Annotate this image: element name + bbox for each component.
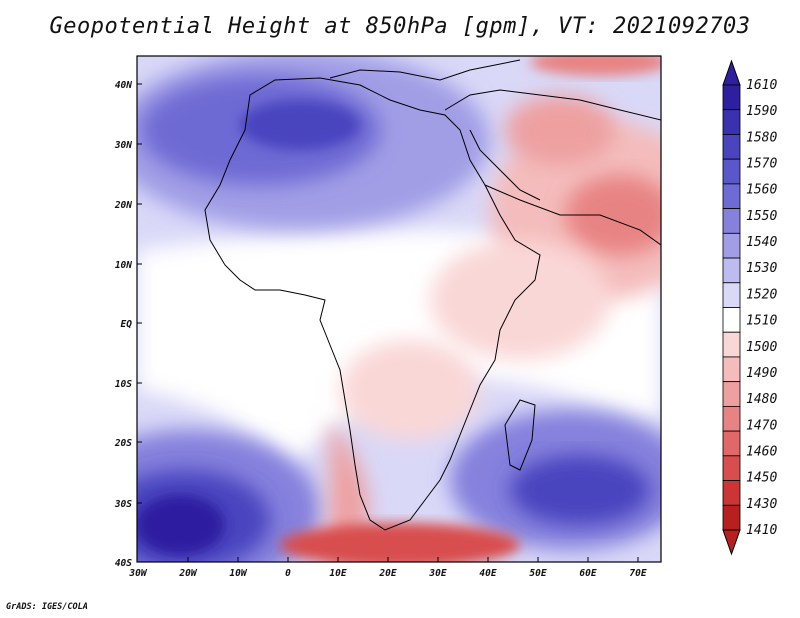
colorbar-label: 1530 <box>746 261 777 276</box>
colorbar-label: 1520 <box>746 287 777 302</box>
colorbar-swatch <box>722 109 741 135</box>
colorbar-label: 1590 <box>746 104 777 119</box>
colorbar-swatch <box>722 331 741 358</box>
colorbar: 1610 1590 1580 1570 1560 1550 1540 1530 1520 1510… <box>722 59 777 556</box>
lat-label: 20S <box>114 438 132 449</box>
lon-label: 50E <box>529 568 546 579</box>
colorbar-label: 1610 <box>746 78 777 93</box>
lon-label: 70E <box>629 568 646 579</box>
lat-label: 40N <box>115 80 132 91</box>
colorbar-swatch <box>722 405 741 432</box>
map-frame <box>136 55 662 563</box>
lon-label: 0 <box>285 568 291 579</box>
lat-label: EQ <box>121 319 133 330</box>
lon-label: 40E <box>479 568 496 579</box>
lon-label: 30W <box>128 568 147 579</box>
footer-credit: GrADS: IGES/COLA <box>6 602 88 612</box>
colorbar-bottom-arrow <box>722 529 741 556</box>
colorbar-swatch <box>722 282 741 308</box>
colorbar-label: 1460 <box>746 444 777 459</box>
colorbar-swatch <box>722 84 741 111</box>
colorbar-label: 1430 <box>746 497 777 512</box>
lat-label: 10S <box>115 379 132 390</box>
colorbar-label: 1540 <box>746 235 777 250</box>
colorbar-swatch <box>722 183 741 210</box>
colorbar-label: 1510 <box>746 314 777 329</box>
lat-label: 30S <box>114 499 132 510</box>
lat-label: 40S <box>115 558 132 569</box>
colorbar-swatch <box>722 208 741 234</box>
colorbar-label: 1500 <box>746 340 777 355</box>
colorbar-top-arrow <box>722 59 741 86</box>
lat-axis: 40N 30N 20N 10N EQ 10S 20S 30S 40S <box>114 80 142 569</box>
colorbar-swatch <box>722 480 741 506</box>
colorbar-swatch <box>722 504 741 531</box>
lon-label: 10E <box>329 568 346 579</box>
lat-label: 30N <box>114 140 132 151</box>
colorbar-label: 1560 <box>746 183 777 198</box>
colorbar-swatch <box>722 381 741 407</box>
colorbar-swatch <box>722 158 741 185</box>
colorbar-label: 1550 <box>746 209 777 224</box>
lon-label: 30E <box>428 568 446 579</box>
colorbar-label: 1410 <box>746 523 777 538</box>
colorbar-label: 1480 <box>746 392 777 407</box>
colorbar-label: 1570 <box>746 157 777 172</box>
colorbar-swatch <box>722 232 741 259</box>
height-field <box>137 56 661 562</box>
lon-label: 20E <box>378 568 396 579</box>
colorbar-label: 1580 <box>746 130 777 145</box>
lon-label: 20W <box>178 568 197 579</box>
lon-axis: 30W 20W 10W 0 10E 20E 30E 40E 50E 60E 70… <box>128 557 647 579</box>
colorbar-swatch <box>722 356 741 383</box>
lon-label: 60E <box>579 568 596 579</box>
colorbar-swatch <box>722 455 741 481</box>
colorbar-swatch <box>722 257 741 284</box>
colorbar-label: 1490 <box>746 366 777 381</box>
lon-label: 10W <box>229 568 247 579</box>
colorbar-swatch <box>722 430 741 457</box>
colorbar-label: 1450 <box>746 471 777 486</box>
map-title: Geopotential Height at 850hPa [gpm], VT:… <box>49 14 751 39</box>
colorbar-label: 1470 <box>746 418 777 433</box>
coastlines <box>204 59 661 531</box>
lat-label: 20N <box>114 200 132 211</box>
colorbar-swatch <box>722 307 741 333</box>
lat-label: 10N <box>115 260 132 271</box>
colorbar-swatch <box>722 134 741 160</box>
